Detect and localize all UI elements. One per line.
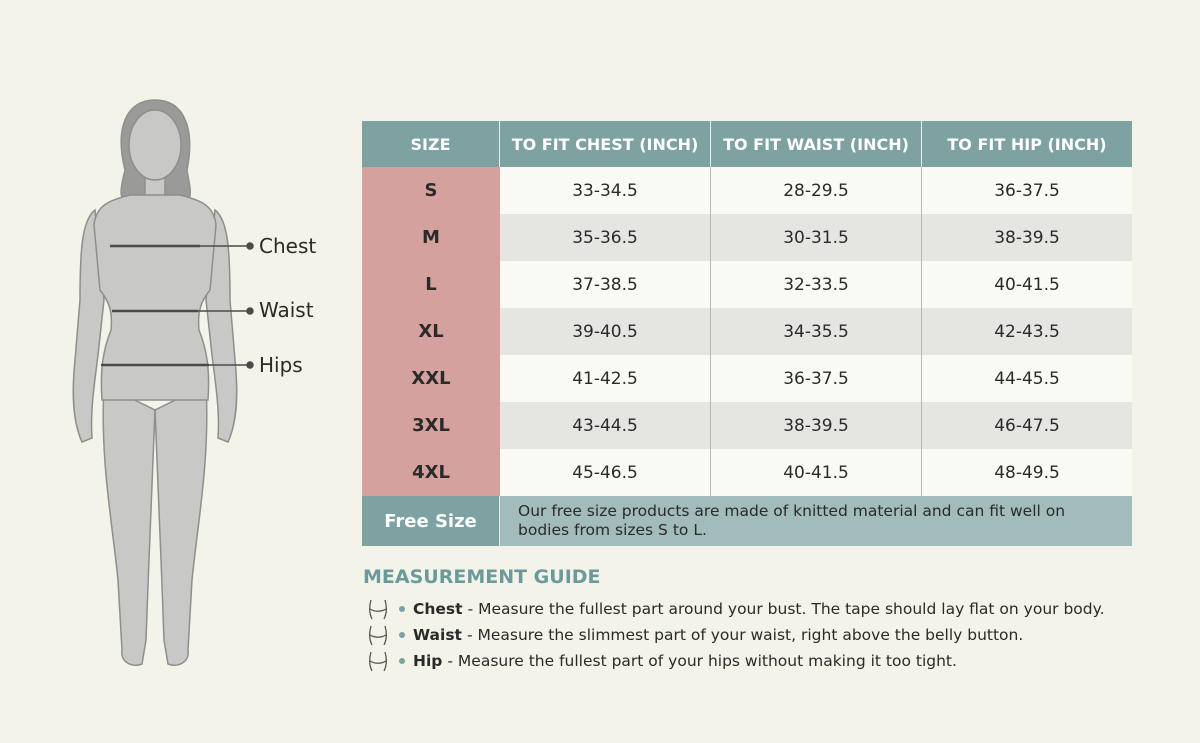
bullet [399, 658, 405, 664]
table-cell: 36-37.5 [711, 355, 922, 402]
table-cell: 44-45.5 [994, 368, 1060, 389]
size-cell: XL [362, 308, 500, 355]
table-cell: 37-38.5 [500, 261, 711, 308]
table-row: S 33-34.5 28-29.5 36-37.5 [362, 167, 1132, 214]
table-cell: 40-41.5 [994, 274, 1060, 295]
free-size-text: Our free size products are made of knitt… [518, 502, 1066, 539]
guide-term: Waist [413, 626, 462, 644]
table-cell: 35-36.5 [500, 214, 711, 261]
size-cell: 4XL [362, 449, 500, 496]
header-cell: TO FIT CHEST (INCH) [500, 121, 711, 167]
guide-term: Hip [413, 652, 443, 670]
label: Chest [259, 234, 316, 258]
table-cell: 38-39.5 [994, 227, 1060, 248]
icon [368, 599, 388, 620]
table-row: L 37-38.5 32-33.5 40-41.5 [362, 261, 1132, 308]
table-cell: 30-31.5 [711, 214, 922, 261]
size-cell: S [362, 167, 500, 214]
table-cell: 34-35.5 [711, 308, 922, 355]
header-cell: SIZE [362, 121, 500, 167]
table-cell: 33-34.5 [500, 167, 711, 214]
size-cell: XXL [362, 355, 500, 402]
table-cell: 41-42.5 [500, 355, 711, 402]
table-row: 3XL 43-44.5 38-39.5 46-47.5 [362, 402, 1132, 449]
guide-item: Waist - Measure the slimmest part of your… [363, 622, 1105, 648]
table-cell: 48-49.5 [994, 462, 1060, 483]
header-row: SIZE TO FIT CHEST (INCH) TO FIT WAIST (INC… [362, 121, 1132, 167]
table-row: XXL 41-42.5 36-37.5 44-45.5 [362, 355, 1132, 402]
size-cell: M [362, 214, 500, 261]
free-size-label: Free Size [362, 496, 500, 546]
body-figure: Chest Waist Hips [72, 99, 316, 666]
table-row: 4XL 45-46.5 40-41.5 48-49.5 [362, 449, 1132, 496]
table-cell: 42-43.5 [994, 321, 1060, 342]
size-cell: 3XL [362, 402, 500, 449]
guide-text: - Measure the slimmest part of your wais… [466, 626, 1024, 644]
table-cell: 28-29.5 [711, 167, 922, 214]
table-cell: 40-41.5 [711, 449, 922, 496]
table-cell: 46-47.5 [994, 415, 1060, 436]
icon [368, 651, 388, 672]
table-cell: 38-39.5 [711, 402, 922, 449]
guide-text: - Measure the fullest part of your hips … [447, 652, 957, 670]
guide-item: Hip - Measure the fullest part of your hi… [363, 648, 1105, 674]
header-cell: TO FIT WAIST (INCH) [711, 121, 922, 167]
header-cell: TO FIT HIP (INCH) [947, 134, 1107, 154]
silhouette [72, 99, 238, 666]
table-row: XL 39-40.5 34-35.5 42-43.5 [362, 308, 1132, 355]
guide-term: Chest [413, 600, 463, 618]
free-size-row: Free Size Our free size products are made… [362, 496, 1132, 546]
size-cell: L [362, 261, 500, 308]
table-cell: 45-46.5 [500, 449, 711, 496]
table-row: M 35-36.5 30-31.5 38-39.5 [362, 214, 1132, 261]
guide-item: Chest - Measure the fullest part around y… [363, 596, 1105, 622]
table-cell: 43-44.5 [500, 402, 711, 449]
bullet [399, 606, 405, 612]
size-table: SIZE TO FIT CHEST (INCH) TO FIT WAIST (INC… [362, 121, 1132, 546]
label: Hips [259, 353, 303, 377]
guide-text: - Measure the fullest part around your b… [467, 600, 1105, 618]
measurement-guide: MEASUREMENT GUIDE Chest - Measure the ful… [363, 566, 1105, 674]
icon [368, 625, 388, 646]
guide-title: MEASUREMENT GUIDE [363, 566, 601, 588]
bullet [399, 632, 405, 638]
measure-lines [101, 242, 254, 369]
guide-items: Chest - Measure the fullest part around y… [363, 596, 1105, 674]
label: Waist [259, 298, 314, 322]
table-cell: 36-37.5 [994, 180, 1060, 201]
table-cell: 32-33.5 [711, 261, 922, 308]
table-cell: 39-40.5 [500, 308, 711, 355]
